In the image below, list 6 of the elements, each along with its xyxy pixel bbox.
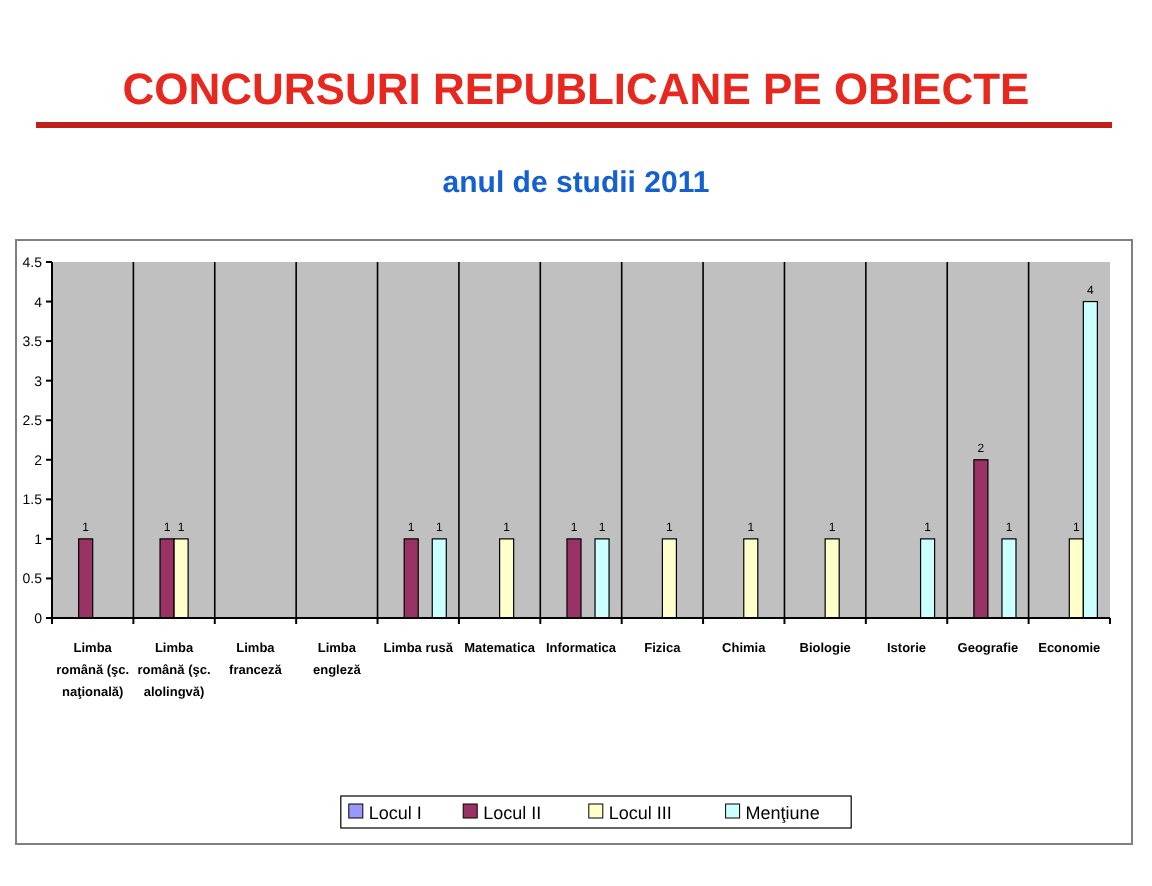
legend-label: Locul I	[368, 803, 422, 823]
legend-label: Locul III	[608, 803, 672, 823]
chart-subtitle: anul de studii 2011	[442, 166, 710, 200]
legend-label: Menţiune	[745, 803, 820, 823]
legend-label: Locul II	[483, 803, 542, 823]
chart-title: CONCURSURI REPUBLICANE PE OBIECTE	[122, 64, 1030, 114]
